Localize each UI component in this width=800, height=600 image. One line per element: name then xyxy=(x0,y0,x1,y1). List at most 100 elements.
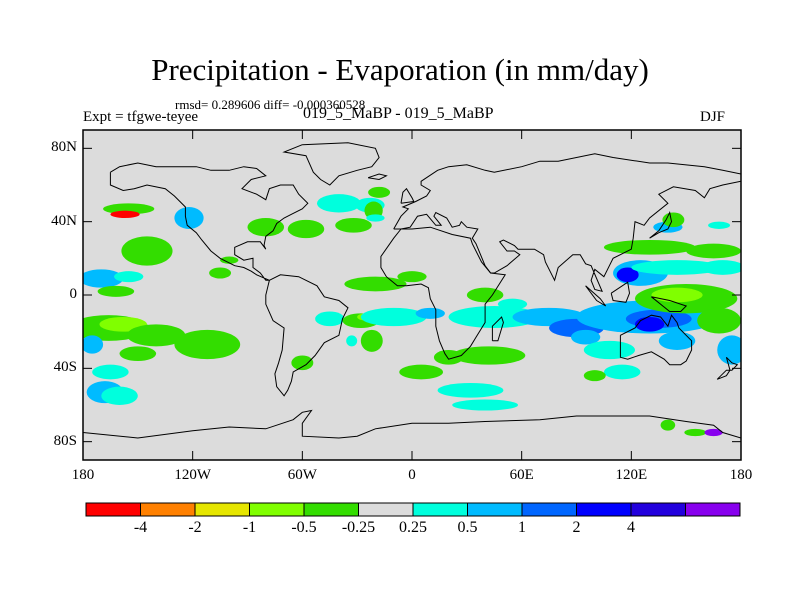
colorbar-label: -0.5 xyxy=(291,519,317,536)
contour-region xyxy=(368,186,391,198)
y-tick-label: 40S xyxy=(53,359,77,376)
coastline xyxy=(265,274,349,397)
colorbar-swatch xyxy=(576,502,632,517)
contour-region xyxy=(466,287,504,303)
contour-region xyxy=(315,311,345,327)
colorbar-swatch xyxy=(358,502,414,517)
contour-region xyxy=(209,267,232,279)
colorbar-swatch xyxy=(467,502,523,517)
contour-region xyxy=(631,260,723,275)
coastline xyxy=(491,316,504,342)
contour-region xyxy=(360,329,383,352)
season-label: DJF xyxy=(700,109,726,125)
map-plot xyxy=(82,129,742,461)
y-tick-label: 80N xyxy=(51,139,77,156)
expt-label: Expt = tfgwe-teyee xyxy=(83,109,199,125)
colorbar-label: -1 xyxy=(242,519,257,536)
x-tick-label: 0 xyxy=(408,467,416,483)
coastline xyxy=(380,226,507,360)
contour-region xyxy=(686,243,741,259)
contour-region xyxy=(704,428,723,437)
coastline xyxy=(109,162,309,281)
contour-region xyxy=(448,306,540,328)
contour-region xyxy=(497,298,528,310)
contour-region xyxy=(97,285,135,297)
colorbar-label: 0.5 xyxy=(457,519,478,536)
contour-region xyxy=(360,307,427,327)
x-tick-label: 180 xyxy=(71,467,95,483)
coastline xyxy=(282,142,380,186)
contour-region xyxy=(344,276,407,292)
contour-region xyxy=(571,329,601,345)
colorbar-swatch xyxy=(521,502,577,517)
contour-region xyxy=(366,214,385,222)
coastline xyxy=(393,153,741,293)
cases-label: 019_5_MaBP - 019_5_MaBP xyxy=(303,105,494,122)
coastline xyxy=(619,314,693,366)
coastline xyxy=(610,281,631,303)
x-tick-label: 120E xyxy=(615,467,648,483)
x-tick-label: 60W xyxy=(287,467,317,483)
colorbar-swatch xyxy=(140,502,196,517)
contour-region xyxy=(399,364,444,380)
contour-region xyxy=(660,419,676,431)
contour-region xyxy=(287,219,325,239)
colorbar-label: -2 xyxy=(188,519,202,536)
contour-region xyxy=(658,331,696,351)
contour-region xyxy=(583,340,635,360)
contour-region xyxy=(603,364,641,380)
colorbar-swatch xyxy=(685,502,741,517)
contour-region xyxy=(291,355,314,371)
coastline xyxy=(649,210,673,239)
contour-region xyxy=(634,317,665,332)
contour-region xyxy=(697,307,741,334)
contour-region xyxy=(397,271,427,283)
y-tick-label: 40N xyxy=(51,212,77,229)
contour-region xyxy=(415,307,445,319)
colorbar-label: -0.25 xyxy=(341,519,376,536)
contour-region xyxy=(335,218,372,233)
contour-region xyxy=(114,271,144,283)
contour-region xyxy=(452,399,519,411)
contour-region xyxy=(452,346,526,365)
coastline xyxy=(83,409,741,439)
stats-label: rmsd= 0.289606 diff= -0.000360528 xyxy=(175,97,366,112)
colorbar-label: 2 xyxy=(572,519,581,536)
contour-region xyxy=(119,346,157,361)
contour-region xyxy=(174,329,241,360)
page-title: Precipitation - Evaporation (in mm/day) xyxy=(151,52,649,87)
colorbar-label: 1 xyxy=(518,519,526,536)
contour-region xyxy=(437,383,504,398)
contour-region xyxy=(83,335,104,354)
contour-region xyxy=(92,364,129,380)
colorbar-label: 0.25 xyxy=(399,519,427,536)
contour-region xyxy=(603,240,696,255)
colorbar-swatch xyxy=(630,502,686,517)
map-background xyxy=(83,130,741,460)
contour-region xyxy=(433,350,464,365)
colorbar-swatch xyxy=(303,502,359,517)
contour-region xyxy=(126,324,186,347)
colorbar-label: -4 xyxy=(133,519,148,536)
coastline xyxy=(585,285,607,307)
contour-region xyxy=(684,428,707,437)
coastline xyxy=(400,187,415,204)
contour-region xyxy=(708,221,731,229)
colorbar-swatch xyxy=(194,502,250,517)
x-tick-label: 60E xyxy=(509,467,534,483)
contour-region xyxy=(220,256,239,264)
colorbar-label: 4 xyxy=(627,519,635,536)
colorbar-swatch xyxy=(85,502,141,517)
contour-region xyxy=(110,210,140,218)
contour-region xyxy=(247,218,285,237)
coastline xyxy=(716,356,739,380)
colorbar-swatch xyxy=(249,502,305,517)
contour-region xyxy=(316,194,361,213)
contour-region xyxy=(616,267,639,283)
y-tick-label: 0 xyxy=(69,286,78,302)
contour-region xyxy=(700,260,741,275)
colorbar xyxy=(85,502,741,517)
contour-region xyxy=(83,269,124,288)
y-tick-label: 80S xyxy=(53,432,77,449)
